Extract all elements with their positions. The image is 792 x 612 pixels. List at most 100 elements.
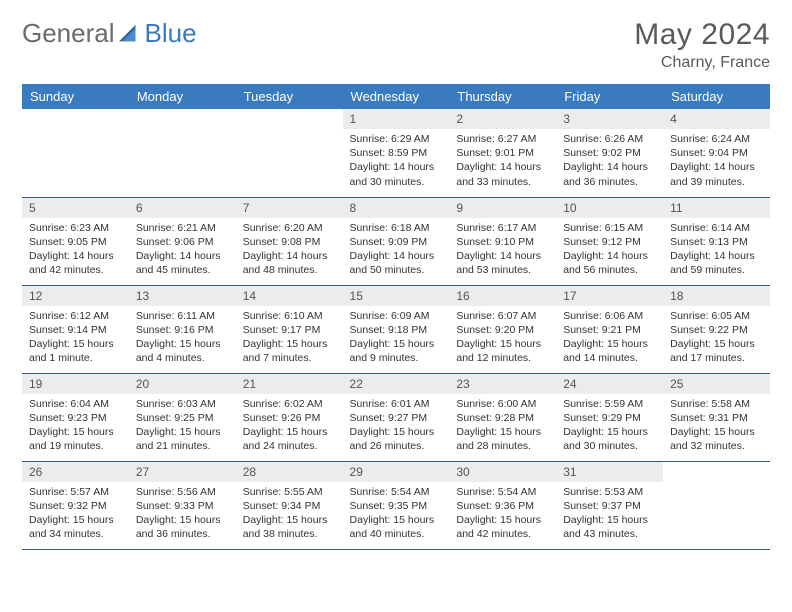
calendar-day-cell: 9Sunrise: 6:17 AMSunset: 9:10 PMDaylight… xyxy=(449,197,556,285)
day-details: Sunrise: 6:29 AMSunset: 8:59 PMDaylight:… xyxy=(343,129,450,193)
sunrise-line: Sunrise: 6:00 AM xyxy=(456,397,549,411)
daylight-line: Daylight: 14 hours and 30 minutes. xyxy=(350,160,443,188)
day-details: Sunrise: 6:27 AMSunset: 9:01 PMDaylight:… xyxy=(449,129,556,193)
calendar-day-cell: 13Sunrise: 6:11 AMSunset: 9:16 PMDayligh… xyxy=(129,285,236,373)
sunrise-line: Sunrise: 5:59 AM xyxy=(563,397,656,411)
calendar-week-row: 1Sunrise: 6:29 AMSunset: 8:59 PMDaylight… xyxy=(22,109,770,197)
sunset-line: Sunset: 9:21 PM xyxy=(563,323,656,337)
day-details: Sunrise: 6:21 AMSunset: 9:06 PMDaylight:… xyxy=(129,218,236,282)
day-number: 6 xyxy=(129,198,236,218)
calendar-day-cell xyxy=(236,109,343,197)
day-number: 16 xyxy=(449,286,556,306)
daylight-line: Daylight: 15 hours and 43 minutes. xyxy=(563,513,656,541)
location-label: Charny, France xyxy=(634,54,770,72)
sunset-line: Sunset: 9:06 PM xyxy=(136,235,229,249)
daylight-line: Daylight: 15 hours and 30 minutes. xyxy=(563,425,656,453)
calendar-table: SundayMondayTuesdayWednesdayThursdayFrid… xyxy=(22,84,770,550)
sunrise-line: Sunrise: 6:29 AM xyxy=(350,132,443,146)
day-number: 8 xyxy=(343,198,450,218)
day-details: Sunrise: 5:59 AMSunset: 9:29 PMDaylight:… xyxy=(556,394,663,458)
weekday-header: Monday xyxy=(129,84,236,109)
sunset-line: Sunset: 9:32 PM xyxy=(29,499,122,513)
calendar-day-cell: 18Sunrise: 6:05 AMSunset: 9:22 PMDayligh… xyxy=(663,285,770,373)
logo-icon xyxy=(119,24,141,44)
day-details: Sunrise: 6:04 AMSunset: 9:23 PMDaylight:… xyxy=(22,394,129,458)
daylight-line: Daylight: 15 hours and 17 minutes. xyxy=(670,337,763,365)
calendar-day-cell: 25Sunrise: 5:58 AMSunset: 9:31 PMDayligh… xyxy=(663,373,770,461)
calendar-day-cell: 2Sunrise: 6:27 AMSunset: 9:01 PMDaylight… xyxy=(449,109,556,197)
day-number: 14 xyxy=(236,286,343,306)
weekday-header: Tuesday xyxy=(236,84,343,109)
weekday-header-row: SundayMondayTuesdayWednesdayThursdayFrid… xyxy=(22,84,770,109)
daylight-line: Daylight: 15 hours and 24 minutes. xyxy=(243,425,336,453)
calendar-day-cell xyxy=(129,109,236,197)
daylight-line: Daylight: 15 hours and 1 minute. xyxy=(29,337,122,365)
day-number: 25 xyxy=(663,374,770,394)
calendar-day-cell: 10Sunrise: 6:15 AMSunset: 9:12 PMDayligh… xyxy=(556,197,663,285)
daylight-line: Daylight: 14 hours and 56 minutes. xyxy=(563,249,656,277)
sunset-line: Sunset: 9:27 PM xyxy=(350,411,443,425)
day-number: 31 xyxy=(556,462,663,482)
sunset-line: Sunset: 9:31 PM xyxy=(670,411,763,425)
calendar-day-cell: 21Sunrise: 6:02 AMSunset: 9:26 PMDayligh… xyxy=(236,373,343,461)
day-number: 22 xyxy=(343,374,450,394)
day-details: Sunrise: 5:53 AMSunset: 9:37 PMDaylight:… xyxy=(556,482,663,546)
day-details: Sunrise: 6:18 AMSunset: 9:09 PMDaylight:… xyxy=(343,218,450,282)
weekday-header: Thursday xyxy=(449,84,556,109)
sunset-line: Sunset: 9:14 PM xyxy=(29,323,122,337)
logo: General Blue xyxy=(22,18,197,49)
sunrise-line: Sunrise: 5:56 AM xyxy=(136,485,229,499)
sunrise-line: Sunrise: 5:57 AM xyxy=(29,485,122,499)
day-number: 29 xyxy=(343,462,450,482)
daylight-line: Daylight: 15 hours and 21 minutes. xyxy=(136,425,229,453)
sunset-line: Sunset: 8:59 PM xyxy=(350,146,443,160)
sunset-line: Sunset: 9:10 PM xyxy=(456,235,549,249)
sunrise-line: Sunrise: 6:27 AM xyxy=(456,132,549,146)
calendar-page: General Blue May 2024 Charny, France Sun… xyxy=(0,0,792,568)
day-details: Sunrise: 6:00 AMSunset: 9:28 PMDaylight:… xyxy=(449,394,556,458)
sunrise-line: Sunrise: 6:11 AM xyxy=(136,309,229,323)
calendar-day-cell: 12Sunrise: 6:12 AMSunset: 9:14 PMDayligh… xyxy=(22,285,129,373)
day-details: Sunrise: 6:03 AMSunset: 9:25 PMDaylight:… xyxy=(129,394,236,458)
sunset-line: Sunset: 9:25 PM xyxy=(136,411,229,425)
calendar-week-row: 19Sunrise: 6:04 AMSunset: 9:23 PMDayligh… xyxy=(22,373,770,461)
daylight-line: Daylight: 15 hours and 12 minutes. xyxy=(456,337,549,365)
day-number: 28 xyxy=(236,462,343,482)
calendar-day-cell: 29Sunrise: 5:54 AMSunset: 9:35 PMDayligh… xyxy=(343,461,450,549)
weekday-header: Friday xyxy=(556,84,663,109)
sunset-line: Sunset: 9:29 PM xyxy=(563,411,656,425)
page-header: General Blue May 2024 Charny, France xyxy=(22,18,770,72)
day-number: 17 xyxy=(556,286,663,306)
day-number: 20 xyxy=(129,374,236,394)
calendar-day-cell: 24Sunrise: 5:59 AMSunset: 9:29 PMDayligh… xyxy=(556,373,663,461)
sunrise-line: Sunrise: 6:07 AM xyxy=(456,309,549,323)
calendar-day-cell: 19Sunrise: 6:04 AMSunset: 9:23 PMDayligh… xyxy=(22,373,129,461)
sunrise-line: Sunrise: 6:01 AM xyxy=(350,397,443,411)
sunrise-line: Sunrise: 6:12 AM xyxy=(29,309,122,323)
daylight-line: Daylight: 15 hours and 26 minutes. xyxy=(350,425,443,453)
day-details: Sunrise: 5:57 AMSunset: 9:32 PMDaylight:… xyxy=(22,482,129,546)
day-details: Sunrise: 6:12 AMSunset: 9:14 PMDaylight:… xyxy=(22,306,129,370)
sunrise-line: Sunrise: 6:17 AM xyxy=(456,221,549,235)
calendar-day-cell: 14Sunrise: 6:10 AMSunset: 9:17 PMDayligh… xyxy=(236,285,343,373)
sunset-line: Sunset: 9:12 PM xyxy=(563,235,656,249)
calendar-week-row: 12Sunrise: 6:12 AMSunset: 9:14 PMDayligh… xyxy=(22,285,770,373)
day-details: Sunrise: 6:23 AMSunset: 9:05 PMDaylight:… xyxy=(22,218,129,282)
day-details: Sunrise: 5:54 AMSunset: 9:36 PMDaylight:… xyxy=(449,482,556,546)
sunrise-line: Sunrise: 6:20 AM xyxy=(243,221,336,235)
calendar-day-cell: 1Sunrise: 6:29 AMSunset: 8:59 PMDaylight… xyxy=(343,109,450,197)
daylight-line: Daylight: 15 hours and 32 minutes. xyxy=(670,425,763,453)
title-block: May 2024 Charny, France xyxy=(634,18,770,72)
calendar-day-cell: 11Sunrise: 6:14 AMSunset: 9:13 PMDayligh… xyxy=(663,197,770,285)
day-number: 1 xyxy=(343,109,450,129)
calendar-day-cell: 27Sunrise: 5:56 AMSunset: 9:33 PMDayligh… xyxy=(129,461,236,549)
sunset-line: Sunset: 9:33 PM xyxy=(136,499,229,513)
calendar-day-cell xyxy=(663,461,770,549)
day-number: 3 xyxy=(556,109,663,129)
sunset-line: Sunset: 9:04 PM xyxy=(670,146,763,160)
day-number: 4 xyxy=(663,109,770,129)
daylight-line: Daylight: 14 hours and 45 minutes. xyxy=(136,249,229,277)
weekday-header: Saturday xyxy=(663,84,770,109)
day-number: 26 xyxy=(22,462,129,482)
sunrise-line: Sunrise: 6:04 AM xyxy=(29,397,122,411)
